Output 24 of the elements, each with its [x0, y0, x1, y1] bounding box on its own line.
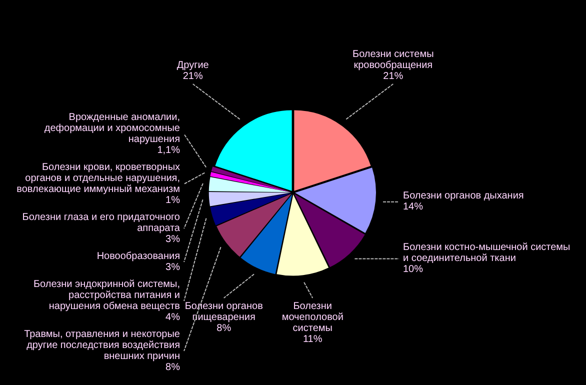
- data-label: 4%: [166, 312, 180, 323]
- slice-label: Травмы, отравления и некоторые другие последствия воздействия внешних причин: [24, 328, 180, 362]
- data-label: 3%: [166, 234, 180, 245]
- slice-label: Врожденные аномалии, деформации и хромосомные нарушения: [44, 112, 180, 145]
- data-label: 21%: [182, 70, 203, 82]
- slice-label: Болезни органов пищеварения: [184, 300, 263, 323]
- slice-label: Болезни костно-мышечной системы и соединительной ткани: [403, 242, 570, 264]
- data-label: 11%: [302, 334, 322, 345]
- data-label: 14%: [403, 202, 424, 213]
- slice-label: Болезни глаза и его придаточного аппарата: [22, 212, 180, 234]
- slice-label: Болезни органов дыхания: [403, 190, 524, 202]
- data-label: 10%: [403, 264, 424, 275]
- slice-label: Новообразования: [96, 250, 180, 262]
- data-label: 8%: [166, 362, 180, 373]
- slice-label: Болезни эндокринной системы, расстройства питания и нарушения обмена веществ: [33, 278, 180, 312]
- data-label: 1,1%: [157, 144, 180, 156]
- slice-label: Другие: [176, 60, 210, 71]
- data-label: 3%: [166, 262, 180, 273]
- slice-label: Болезни крови, кроветворных органов и отдельные нарушения, вовлекающие иммунный механизм: [16, 162, 180, 195]
- slice-label: Болезни системы кровообращения: [352, 48, 434, 71]
- slice-label: Болезни мочеполовой системы: [282, 300, 344, 334]
- data-label: 21%: [383, 70, 404, 82]
- data-label: 8%: [216, 322, 232, 334]
- data-label: 1%: [166, 194, 180, 206]
